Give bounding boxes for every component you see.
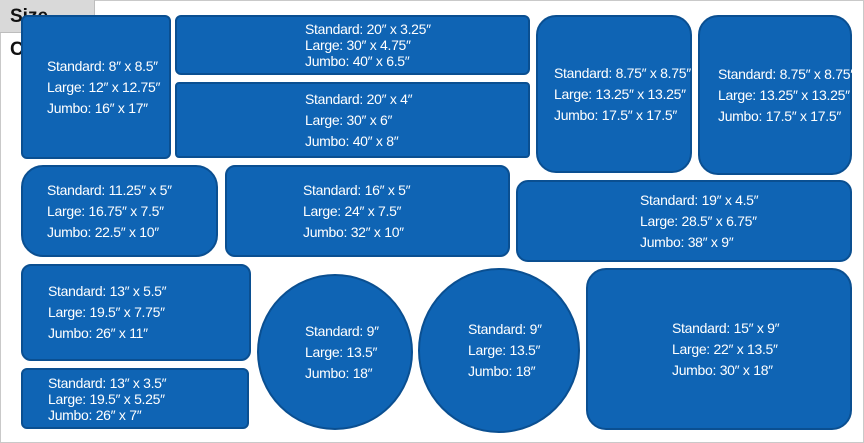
size-standard: Standard: 20″ x 4″ — [305, 90, 413, 107]
size-large: Large: 13.5″ — [305, 343, 378, 360]
size-large: Large: 13.25″ x 13.25″ — [718, 86, 850, 103]
shape-rounded-rect-large: Standard: 15″ x 9″ Large: 22″ x 13.5″ Ju… — [586, 268, 852, 430]
shape-rect-lower: Standard: 13″ x 5.5″ Large: 19.5″ x 7.75… — [21, 264, 251, 361]
size-standard: Standard: 13″ x 3.5″ — [48, 374, 167, 391]
size-standard: Standard: 8.75″ x 8.75″ — [718, 65, 855, 82]
shape-rect-wide: Standard: 19″ x 4.5″ Large: 28.5″ x 6.75… — [516, 180, 852, 262]
size-standard: Standard: 19″ x 4.5″ — [640, 191, 759, 208]
shape-rounded-square: Standard: 8.75″ x 8.75″ Large: 13.25″ x … — [536, 15, 692, 173]
size-large: Large: 24″ x 7.5″ — [303, 202, 402, 219]
shape-square-small: Standard: 8″ x 8.5″ Large: 12″ x 12.75″ … — [21, 15, 171, 159]
size-jumbo: Jumbo: 38″ x 9″ — [640, 233, 734, 250]
size-large: Large: 16.75″ x 7.5″ — [47, 202, 164, 219]
size-large: Large: 19.5″ x 5.25″ — [48, 390, 165, 407]
size-standard: Standard: 20″ x 3.25″ — [305, 21, 431, 37]
size-standard: Standard: 8.75″ x 8.75″ — [554, 64, 691, 81]
size-jumbo: Jumbo: 40″ x 6.5″ — [305, 53, 410, 69]
shape-strip-thin: Standard: 20″ x 3.25″ Large: 30″ x 4.75″… — [175, 15, 530, 75]
size-large: Large: 13.25″ x 13.25″ — [554, 85, 686, 102]
size-jumbo: Jumbo: 18″ — [305, 364, 373, 381]
size-large: Large: 13.5″ — [468, 342, 541, 358]
size-large: Large: 22″ x 13.5″ — [672, 340, 778, 357]
shape-rect-short: Standard: 13″ x 3.5″ Large: 19.5″ x 5.25… — [21, 368, 249, 429]
shape-rounded-square-2: Standard: 8.75″ x 8.75″ Large: 13.25″ x … — [698, 15, 855, 175]
shape-circle: Standard: 9″ Large: 13.5″ Jumbo: 18″ — [257, 274, 413, 430]
size-jumbo: Jumbo: 17.5″ x 17.5″ — [554, 106, 677, 123]
size-jumbo: Jumbo: 26″ x 7″ — [48, 406, 142, 423]
shape-rect-medium: Standard: 16″ x 5″ Large: 24″ x 7.5″ Jum… — [225, 165, 510, 257]
shape-circle-2: Standard: 9″ Large: 13.5″ Jumbo: 18″ — [418, 268, 580, 433]
size-standard: Standard: 8″ x 8.5″ — [47, 57, 158, 74]
size-large: Large: 30″ x 6″ — [305, 111, 393, 128]
size-jumbo: Jumbo: 32″ x 10″ — [303, 223, 404, 240]
shape-rounded-rect-medium: Standard: 11.25″ x 5″ Large: 16.75″ x 7.… — [21, 165, 218, 257]
size-large: Large: 28.5″ x 6.75″ — [640, 212, 757, 229]
size-standard: Standard: 15″ x 9″ — [672, 319, 780, 336]
size-jumbo: Jumbo: 16″ x 17″ — [47, 99, 148, 116]
size-large: Large: 19.5″ x 7.75″ — [48, 304, 165, 320]
size-standard: Standard: 13″ x 5.5″ — [48, 283, 167, 299]
size-jumbo: Jumbo: 26″ x 11″ — [48, 325, 148, 341]
size-jumbo: Jumbo: 40″ x 8″ — [305, 132, 399, 149]
size-large: Large: 12″ x 12.75″ — [47, 78, 161, 95]
size-standard: Standard: 9″ — [468, 321, 542, 337]
size-standard: Standard: 9″ — [305, 322, 379, 339]
shape-strip: Standard: 20″ x 4″ Large: 30″ x 6″ Jumbo… — [175, 82, 530, 158]
size-standard: Standard: 11.25″ x 5″ — [47, 181, 172, 198]
size-large: Large: 30″ x 4.75″ — [305, 37, 411, 53]
size-jumbo: Jumbo: 18″ — [468, 363, 536, 379]
size-jumbo: Jumbo: 30″ x 18″ — [672, 361, 773, 378]
size-standard: Standard: 16″ x 5″ — [303, 181, 411, 198]
size-jumbo: Jumbo: 22.5″ x 10″ — [47, 223, 159, 240]
size-jumbo: Jumbo: 17.5″ x 17.5″ — [718, 107, 841, 124]
